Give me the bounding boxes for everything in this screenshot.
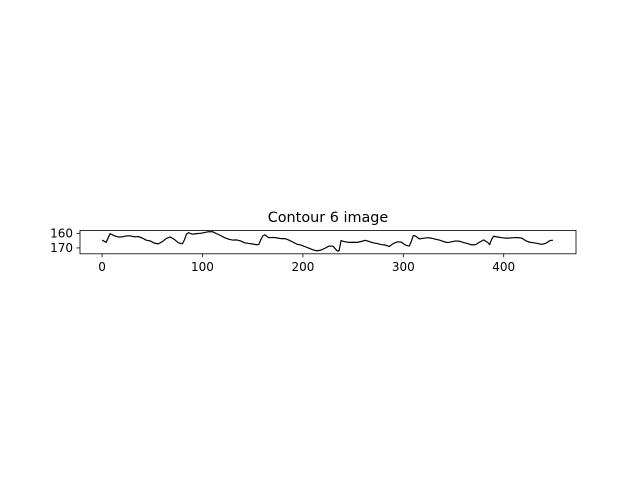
axes-frame	[79, 229, 577, 255]
x-tick-label: 200	[291, 260, 314, 274]
contour-line-series-0	[101, 231, 553, 252]
x-tick-label: 400	[492, 260, 515, 274]
plot-line-layer	[101, 231, 553, 252]
x-tick-label: 100	[191, 260, 214, 274]
y-tick-label: 170	[50, 241, 73, 255]
y-tick-label: 160	[50, 227, 73, 241]
x-tick-label: 300	[392, 260, 415, 274]
x-axis-ticks: 0 100 200 300 400	[98, 253, 515, 274]
chart-title: Contour 6 image	[268, 210, 389, 226]
x-tick-label: 0	[98, 260, 106, 274]
